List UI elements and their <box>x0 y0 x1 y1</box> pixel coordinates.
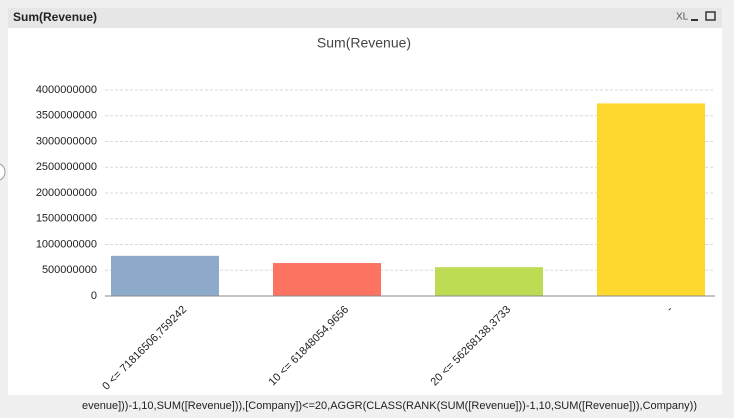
caption-bar <box>8 8 722 28</box>
x-axis-label: evenue]))-1,10,SUM([Revenue])),[Company]… <box>82 400 697 412</box>
xl-button[interactable]: XL <box>676 12 689 23</box>
y-tick-label: 4000000000 <box>36 84 97 96</box>
x-tick-label: - <box>664 303 675 314</box>
minimize-button[interactable] <box>691 19 698 21</box>
bar <box>597 103 705 296</box>
y-tick-label: 0 <box>91 290 97 302</box>
scroll-handle <box>0 163 6 181</box>
bar <box>111 255 219 296</box>
y-tick-label: 1000000000 <box>36 238 97 250</box>
bar <box>435 267 543 296</box>
y-tick-label: 3000000000 <box>36 135 97 147</box>
maximize-button[interactable] <box>705 11 716 21</box>
y-tick-label: 500000000 <box>42 264 97 276</box>
y-tick-label: 2500000000 <box>36 161 97 173</box>
y-tick-label: 2000000000 <box>36 187 97 199</box>
window-caption: Sum(Revenue) <box>13 10 97 24</box>
chart-title: Sum(Revenue) <box>317 35 411 51</box>
bar <box>273 263 381 296</box>
y-tick-label: 1500000000 <box>36 213 97 225</box>
y-tick-label: 3500000000 <box>36 110 97 122</box>
